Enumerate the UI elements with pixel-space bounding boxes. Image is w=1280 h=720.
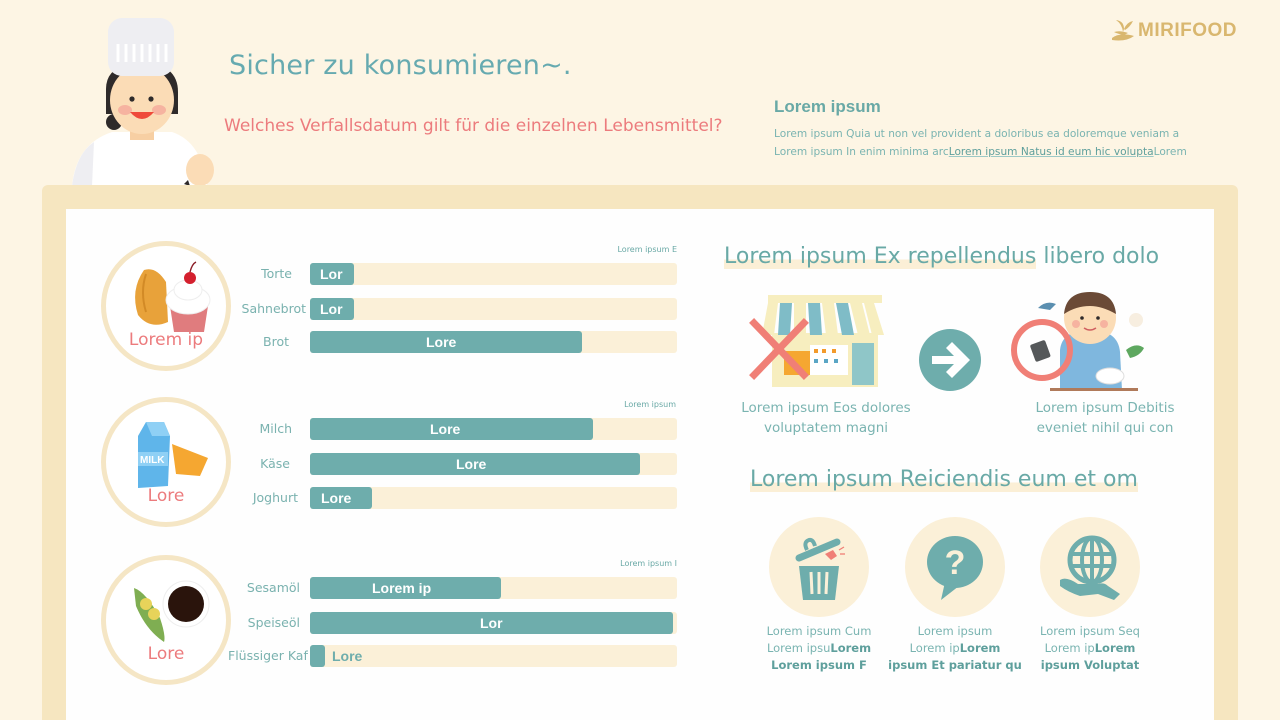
bar-fill bbox=[310, 645, 325, 667]
milk-cheese-icon: MILK bbox=[138, 422, 208, 488]
croissant-cupcake-icon bbox=[135, 261, 211, 332]
section1-heading-rest: libero dolo bbox=[1036, 244, 1160, 269]
store-crossed-icon bbox=[748, 293, 884, 393]
info-line-1: Lorem ipsum Quia ut non vel provident a … bbox=[774, 128, 1180, 140]
bar-track: Lore bbox=[310, 453, 677, 475]
section2-caption-2: Lorem ipsum Lorem ipLorem ipsum Et paria… bbox=[880, 623, 1030, 674]
info-text: Lorem ipsum Quia ut non vel provident a … bbox=[774, 125, 1194, 161]
bar-value: Lor bbox=[480, 615, 503, 631]
caption-bold: Lorem bbox=[959, 641, 1001, 655]
caption-line: Lorem ipsum Debitis bbox=[1035, 400, 1175, 416]
group-note: Lorem ipsum bbox=[624, 400, 676, 409]
info-line-2: Lorem ipsum In enim minima arcLorem ipsu… bbox=[774, 143, 1194, 161]
sprout-hand-icon bbox=[1110, 16, 1136, 46]
bar-label: Sesamöl bbox=[246, 580, 300, 595]
bar-value: Lorem ip bbox=[372, 580, 432, 596]
globe-hand-icon bbox=[1040, 517, 1140, 617]
brand-name: MIRIFOOD bbox=[1138, 20, 1237, 41]
caption-bold: Lorem ipsum F bbox=[771, 658, 867, 672]
caption-line: Lorem ipsum Eos dolores bbox=[741, 400, 911, 416]
svg-text:MILK: MILK bbox=[140, 455, 165, 466]
info-title: Lorem ipsum bbox=[774, 97, 881, 116]
caption-line: Lorem ipsum Seq bbox=[1040, 624, 1140, 638]
brand-logo[interactable]: MIRIFOOD bbox=[1110, 16, 1237, 46]
caption-line: eveniet nihil qui con bbox=[1036, 420, 1174, 436]
food-category-bakery: Lorem ip bbox=[101, 241, 231, 371]
caption-bold: Lorem bbox=[1094, 641, 1136, 655]
food-category-dairy: MILK Lore bbox=[101, 397, 231, 527]
bar-label: Speiseöl bbox=[247, 615, 300, 630]
circle-label: Lorem ip bbox=[128, 330, 204, 350]
bar-fill bbox=[310, 263, 355, 285]
bar-label: Brot bbox=[263, 334, 289, 349]
caption-text: Lorem ipsu bbox=[766, 641, 831, 655]
person-eating-icon bbox=[1010, 290, 1160, 398]
circle-label: Lore bbox=[147, 644, 185, 664]
section1-left-caption: Lorem ipsum Eos dolores voluptatem magni bbox=[726, 398, 926, 438]
chef-illustration bbox=[62, 14, 222, 186]
caption-bold: ipsum Voluptat bbox=[1040, 658, 1140, 672]
bar-track: Lore bbox=[310, 645, 677, 667]
caption-text: Lorem ip bbox=[909, 641, 960, 655]
page-title: Sicher zu konsumieren~. bbox=[229, 50, 572, 81]
caption-text: Lorem ip bbox=[1044, 641, 1095, 655]
bar-track: Lor bbox=[310, 263, 677, 285]
section2-heading-text: Lorem ipsum Reiciendis eum et om bbox=[750, 467, 1138, 492]
page-subtitle: Welches Verfallsdatum gilt für die einze… bbox=[224, 116, 723, 136]
section1-right-caption: Lorem ipsum Debitis eveniet nihil qui co… bbox=[1005, 398, 1205, 438]
caption-line: voluptatem magni bbox=[763, 420, 889, 436]
bar-value: Lore bbox=[456, 456, 487, 472]
food-category-liquids: Lore bbox=[101, 555, 231, 685]
bar-track: Lore bbox=[310, 331, 677, 353]
trash-can-icon bbox=[769, 517, 869, 617]
caption-bold: Lorem bbox=[830, 641, 872, 655]
bar-value: Lore bbox=[426, 334, 457, 350]
circle-label: Lore bbox=[147, 486, 185, 506]
bar-value: Lor bbox=[320, 301, 343, 317]
bar-track: Lor bbox=[310, 612, 677, 634]
bar-fill bbox=[310, 418, 593, 440]
bar-label: Sahnebrot bbox=[241, 301, 306, 316]
bar-label: Torte bbox=[261, 266, 292, 281]
bar-label: Joghurt bbox=[252, 490, 298, 505]
bar-track: Lore bbox=[310, 418, 677, 440]
caption-line: Lorem ipLorem bbox=[1015, 640, 1165, 657]
caption-line: Lorem ipsuLorem bbox=[744, 640, 894, 657]
bar-value: Lore bbox=[321, 490, 352, 506]
info-line-2-suffix: Lorem bbox=[1153, 146, 1187, 158]
info-line-2-prefix: Lorem ipsum In enim minima arc bbox=[774, 146, 949, 158]
section1-heading: Lorem ipsum Ex repellendus libero dolo bbox=[724, 244, 1159, 269]
bar-fill bbox=[310, 331, 582, 353]
caption-line: Lorem ipLorem bbox=[880, 640, 1030, 657]
bar-fill bbox=[310, 487, 373, 509]
section2-caption-1: Lorem ipsum Cum Lorem ipsuLorem Lorem ip… bbox=[744, 623, 894, 674]
oil-coffee-icon bbox=[134, 580, 210, 642]
bar-fill bbox=[310, 612, 674, 634]
question-bubble-icon: ? bbox=[905, 517, 1005, 617]
bar-fill bbox=[310, 453, 641, 475]
caption-line: Lorem ipsum bbox=[917, 624, 993, 638]
group-note: Lorem ipsum I bbox=[620, 559, 677, 568]
bar-fill bbox=[310, 577, 501, 599]
bar-track: Lorem ip bbox=[310, 577, 677, 599]
bar-label: Käse bbox=[260, 456, 290, 471]
bar-value: Lor bbox=[320, 266, 343, 282]
arrow-right-icon bbox=[918, 328, 982, 396]
section1-heading-highlight: Lorem ipsum Ex repellendus bbox=[724, 244, 1037, 269]
bar-label: Milch bbox=[259, 421, 292, 436]
bar-value: Lore bbox=[430, 421, 461, 437]
bar-track: Lor bbox=[310, 298, 677, 320]
bar-value: Lore bbox=[332, 648, 363, 664]
group-note: Lorem ipsum E bbox=[617, 245, 677, 254]
svg-text:?: ? bbox=[945, 544, 966, 582]
bar-fill bbox=[310, 298, 355, 320]
section2-caption-3: Lorem ipsum Seq Lorem ipLorem ipsum Volu… bbox=[1015, 623, 1165, 674]
section2-heading: Lorem ipsum Reiciendis eum et om bbox=[750, 467, 1138, 492]
bar-label: Flüssiger Kaffee bbox=[228, 648, 308, 663]
bar-track: Lore bbox=[310, 487, 677, 509]
caption-line: Lorem ipsum Cum bbox=[766, 624, 872, 638]
caption-bold: ipsum Et pariatur qu bbox=[888, 658, 1022, 672]
info-link[interactable]: Lorem ipsum Natus id eum hic volupta bbox=[948, 146, 1154, 158]
